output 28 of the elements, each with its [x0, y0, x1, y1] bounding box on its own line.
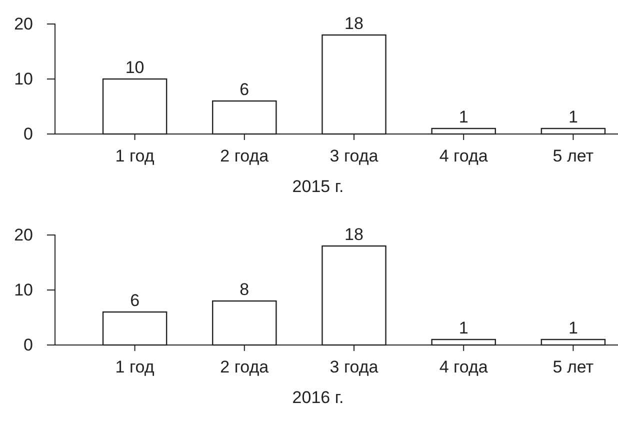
y-tick-label: 20 [14, 14, 33, 34]
x-axis-title: 2016 г. [292, 388, 344, 407]
data-label: 8 [240, 280, 250, 299]
data-label: 18 [344, 225, 364, 244]
data-label: 1 [458, 318, 468, 338]
data-label: 18 [344, 14, 364, 33]
y-tick-label: 10 [14, 69, 33, 88]
x-axis-title: 2015 г. [292, 177, 344, 196]
x-tick-label: 4 года [439, 358, 488, 377]
y-tick-label: 0 [24, 124, 33, 144]
x-tick-label: 1 год [115, 146, 154, 166]
data-label: 1 [458, 108, 468, 126]
x-tick-label: 1 год [115, 358, 154, 377]
data-label: 1 [568, 108, 578, 126]
x-tick-label: 2 года [220, 358, 270, 377]
data-label: 10 [125, 58, 144, 77]
data-label: 6 [240, 80, 250, 99]
y-tick-label: 20 [14, 225, 33, 244]
y-tick-label: 0 [24, 335, 33, 354]
data-label: 6 [130, 291, 140, 310]
x-tick-label: 5 лет [552, 146, 594, 166]
x-tick-label: 2 года [220, 146, 270, 166]
x-tick-label: 3 года [330, 146, 379, 166]
y-tick-label: 10 [14, 280, 33, 300]
data-label: 1 [568, 318, 578, 338]
x-tick-label: 4 года [439, 146, 488, 166]
x-tick-label: 3 года [330, 358, 379, 377]
x-tick-label: 5 лет [552, 358, 594, 377]
